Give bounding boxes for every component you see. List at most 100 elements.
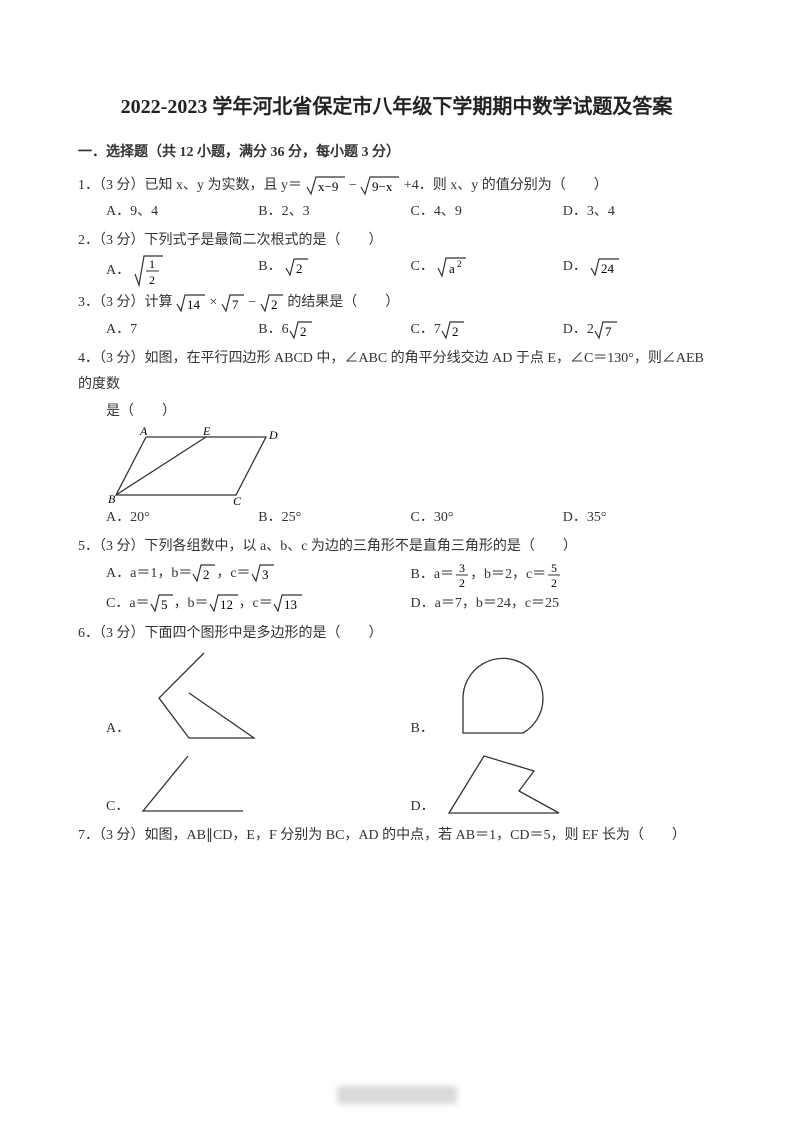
page-title: 2022-2023 学年河北省保定市八年级下学期期中数学试题及答案 — [78, 88, 715, 126]
opt-label: C． — [411, 259, 434, 274]
q1-stem-prefix: 1．（3 分）已知 x、y 为实数，且 y＝ — [78, 178, 302, 193]
q1-stem-mid: − — [349, 178, 360, 193]
q2-options: A． 12 B． 2 C． a2 D． 24 — [78, 254, 715, 288]
q4-options: A．20° B．25° C．30° D．35° — [78, 505, 715, 532]
q2-opt-d: D． 24 — [563, 254, 715, 288]
label-C: C — [233, 494, 242, 505]
q3-mid2: − — [248, 295, 259, 310]
sqrt-2: 2 — [285, 257, 309, 277]
sqrt-24: 24 — [590, 257, 620, 277]
radicand-a: a — [449, 261, 455, 276]
q1-opt-d: D．3、4 — [563, 199, 715, 226]
q6-opt-b: B． — [411, 648, 716, 743]
section-heading: 一．选择题（共 12 小题，满分 36 分，每小题 3 分） — [78, 140, 715, 167]
question-7: 7．（3 分）如图，AB∥CD，E，F 分别为 BC，AD 的中点，若 AB＝1… — [78, 823, 715, 850]
footer-watermark — [337, 1086, 457, 1104]
q1-opt-c: C．4、9 — [411, 199, 563, 226]
sqrt-x-minus-9: x−9 — [306, 174, 346, 196]
svg-text:2: 2 — [459, 576, 465, 589]
question-6: 6．（3 分）下面四个图形中是多边形的是（ ） A． B． C． D． — [78, 621, 715, 821]
q1-stem-suffix: +4．则 x、y 的值分别为（ ） — [404, 178, 608, 193]
sqrt-7: 7 — [221, 293, 245, 313]
q6-row2: C． D． — [78, 751, 715, 821]
q2-stem: 2．（3 分）下列式子是最简二次根式的是（ ） — [78, 228, 715, 255]
q1-options: A．9、4 B．2、3 C．4、9 D．3、4 — [78, 199, 715, 226]
q5-options: A．a＝1，b＝2，c＝3 B．a＝32，b＝2，c＝52 C．a＝5，b＝12… — [78, 561, 715, 620]
q3-opt-d: D．27 — [563, 317, 715, 344]
sqrt-half: 12 — [134, 254, 164, 288]
label-A: A — [139, 425, 148, 438]
opt-label: A． — [106, 264, 130, 279]
question-5: 5．（3 分）下列各组数中，以 a、b、c 为边的三角形不是直角三角形的是（ ）… — [78, 534, 715, 619]
svg-text:2: 2 — [452, 324, 459, 339]
question-1: 1．（3 分）已知 x、y 为实数，且 y＝ x−9 − 9−x +4．则 x、… — [78, 173, 715, 226]
svg-text:12: 12 — [220, 597, 233, 612]
q6-fig-a — [134, 648, 264, 743]
q6-label-c: C． — [106, 794, 129, 821]
q7-stem: 7．（3 分）如图，AB∥CD，E，F 分别为 BC，AD 的中点，若 AB＝1… — [78, 823, 715, 850]
den: 2 — [149, 273, 155, 287]
q3-stem: 3．（3 分）计算 14 × 7 − 2 的结果是（ ） — [78, 290, 715, 317]
label-D: D — [268, 428, 278, 442]
q6-label-d: D． — [411, 794, 435, 821]
q4-opt-a: A．20° — [106, 505, 258, 532]
q2-opt-a: A． 12 — [106, 254, 258, 288]
question-3: 3．（3 分）计算 14 × 7 − 2 的结果是（ ） A．7 B．62 C．… — [78, 290, 715, 343]
svg-text:2: 2 — [271, 297, 278, 312]
svg-text:7: 7 — [232, 297, 239, 312]
sqrt-9-minus-x: 9−x — [360, 174, 400, 196]
q6-opt-a: A． — [106, 648, 411, 743]
q2-opt-b: B． 2 — [258, 254, 410, 288]
radicand: 24 — [601, 261, 615, 276]
q6-opt-d: D． — [411, 751, 716, 821]
label-B: B — [108, 492, 116, 505]
radicand: x−9 — [318, 179, 338, 194]
svg-text:5: 5 — [161, 597, 168, 612]
q3-options: A．7 B．62 C．72 D．27 — [78, 317, 715, 344]
q4-stem-line1: 4．（3 分）如图，在平行四边形 ABCD 中，∠ABC 的角平分线交边 AD … — [78, 346, 715, 399]
svg-text:13: 13 — [284, 597, 297, 612]
svg-text:7: 7 — [605, 324, 612, 339]
sqrt-a2: a2 — [437, 256, 467, 278]
svg-text:2: 2 — [551, 576, 557, 589]
q1-stem: 1．（3 分）已知 x、y 为实数，且 y＝ x−9 − 9−x +4．则 x、… — [78, 173, 715, 200]
q6-label-a: A． — [106, 716, 130, 743]
opt-label: D． — [563, 259, 587, 274]
q5-opt-c: C．a＝5，b＝12，c＝13 — [106, 591, 411, 618]
num: 1 — [149, 257, 155, 271]
q2-opt-c: C． a2 — [411, 254, 563, 288]
q4-opt-b: B．25° — [258, 505, 410, 532]
opt-label: B． — [258, 259, 281, 274]
q3-suffix: 的结果是（ ） — [287, 295, 399, 310]
q6-fig-c — [133, 751, 253, 821]
q3-opt-b: B．62 — [258, 317, 410, 344]
q6-fig-d — [439, 751, 569, 821]
q1-opt-b: B．2、3 — [258, 199, 410, 226]
q6-row1: A． B． — [78, 648, 715, 743]
svg-text:14: 14 — [187, 297, 201, 312]
q6-label-b: B． — [411, 716, 434, 743]
q3-opt-a: A．7 — [106, 317, 258, 344]
radicand: 2 — [296, 261, 303, 276]
svg-text:3: 3 — [262, 567, 269, 582]
q5-stem: 5．（3 分）下列各组数中，以 a、b、c 为边的三角形不是直角三角形的是（ ） — [78, 534, 715, 561]
q3-prefix: 3．（3 分）计算 — [78, 295, 173, 310]
sqrt-14: 14 — [176, 293, 206, 313]
label-E: E — [202, 425, 211, 438]
question-2: 2．（3 分）下列式子是最简二次根式的是（ ） A． 12 B． 2 C． a2… — [78, 228, 715, 289]
q5-opt-d: D．a＝7，b＝24，c＝25 — [411, 591, 716, 618]
q3-mid1: × — [210, 295, 218, 310]
svg-text:2: 2 — [300, 324, 307, 339]
q5-opt-b: B．a＝32，b＝2，c＝52 — [411, 561, 716, 589]
svg-text:2: 2 — [203, 567, 210, 582]
radicand: 9−x — [372, 179, 393, 194]
q4-stem-line2: 是（ ） — [78, 399, 715, 426]
q6-fig-b — [438, 648, 548, 743]
q3-opt-c: C．72 — [411, 317, 563, 344]
q5-opt-a: A．a＝1，b＝2，c＝3 — [106, 561, 411, 589]
q6-opt-c: C． — [106, 751, 411, 821]
q4-figure: A E D B C — [78, 425, 715, 505]
sqrt-2b: 2 — [260, 293, 284, 313]
q4-opt-c: C．30° — [411, 505, 563, 532]
sup2: 2 — [457, 259, 462, 269]
